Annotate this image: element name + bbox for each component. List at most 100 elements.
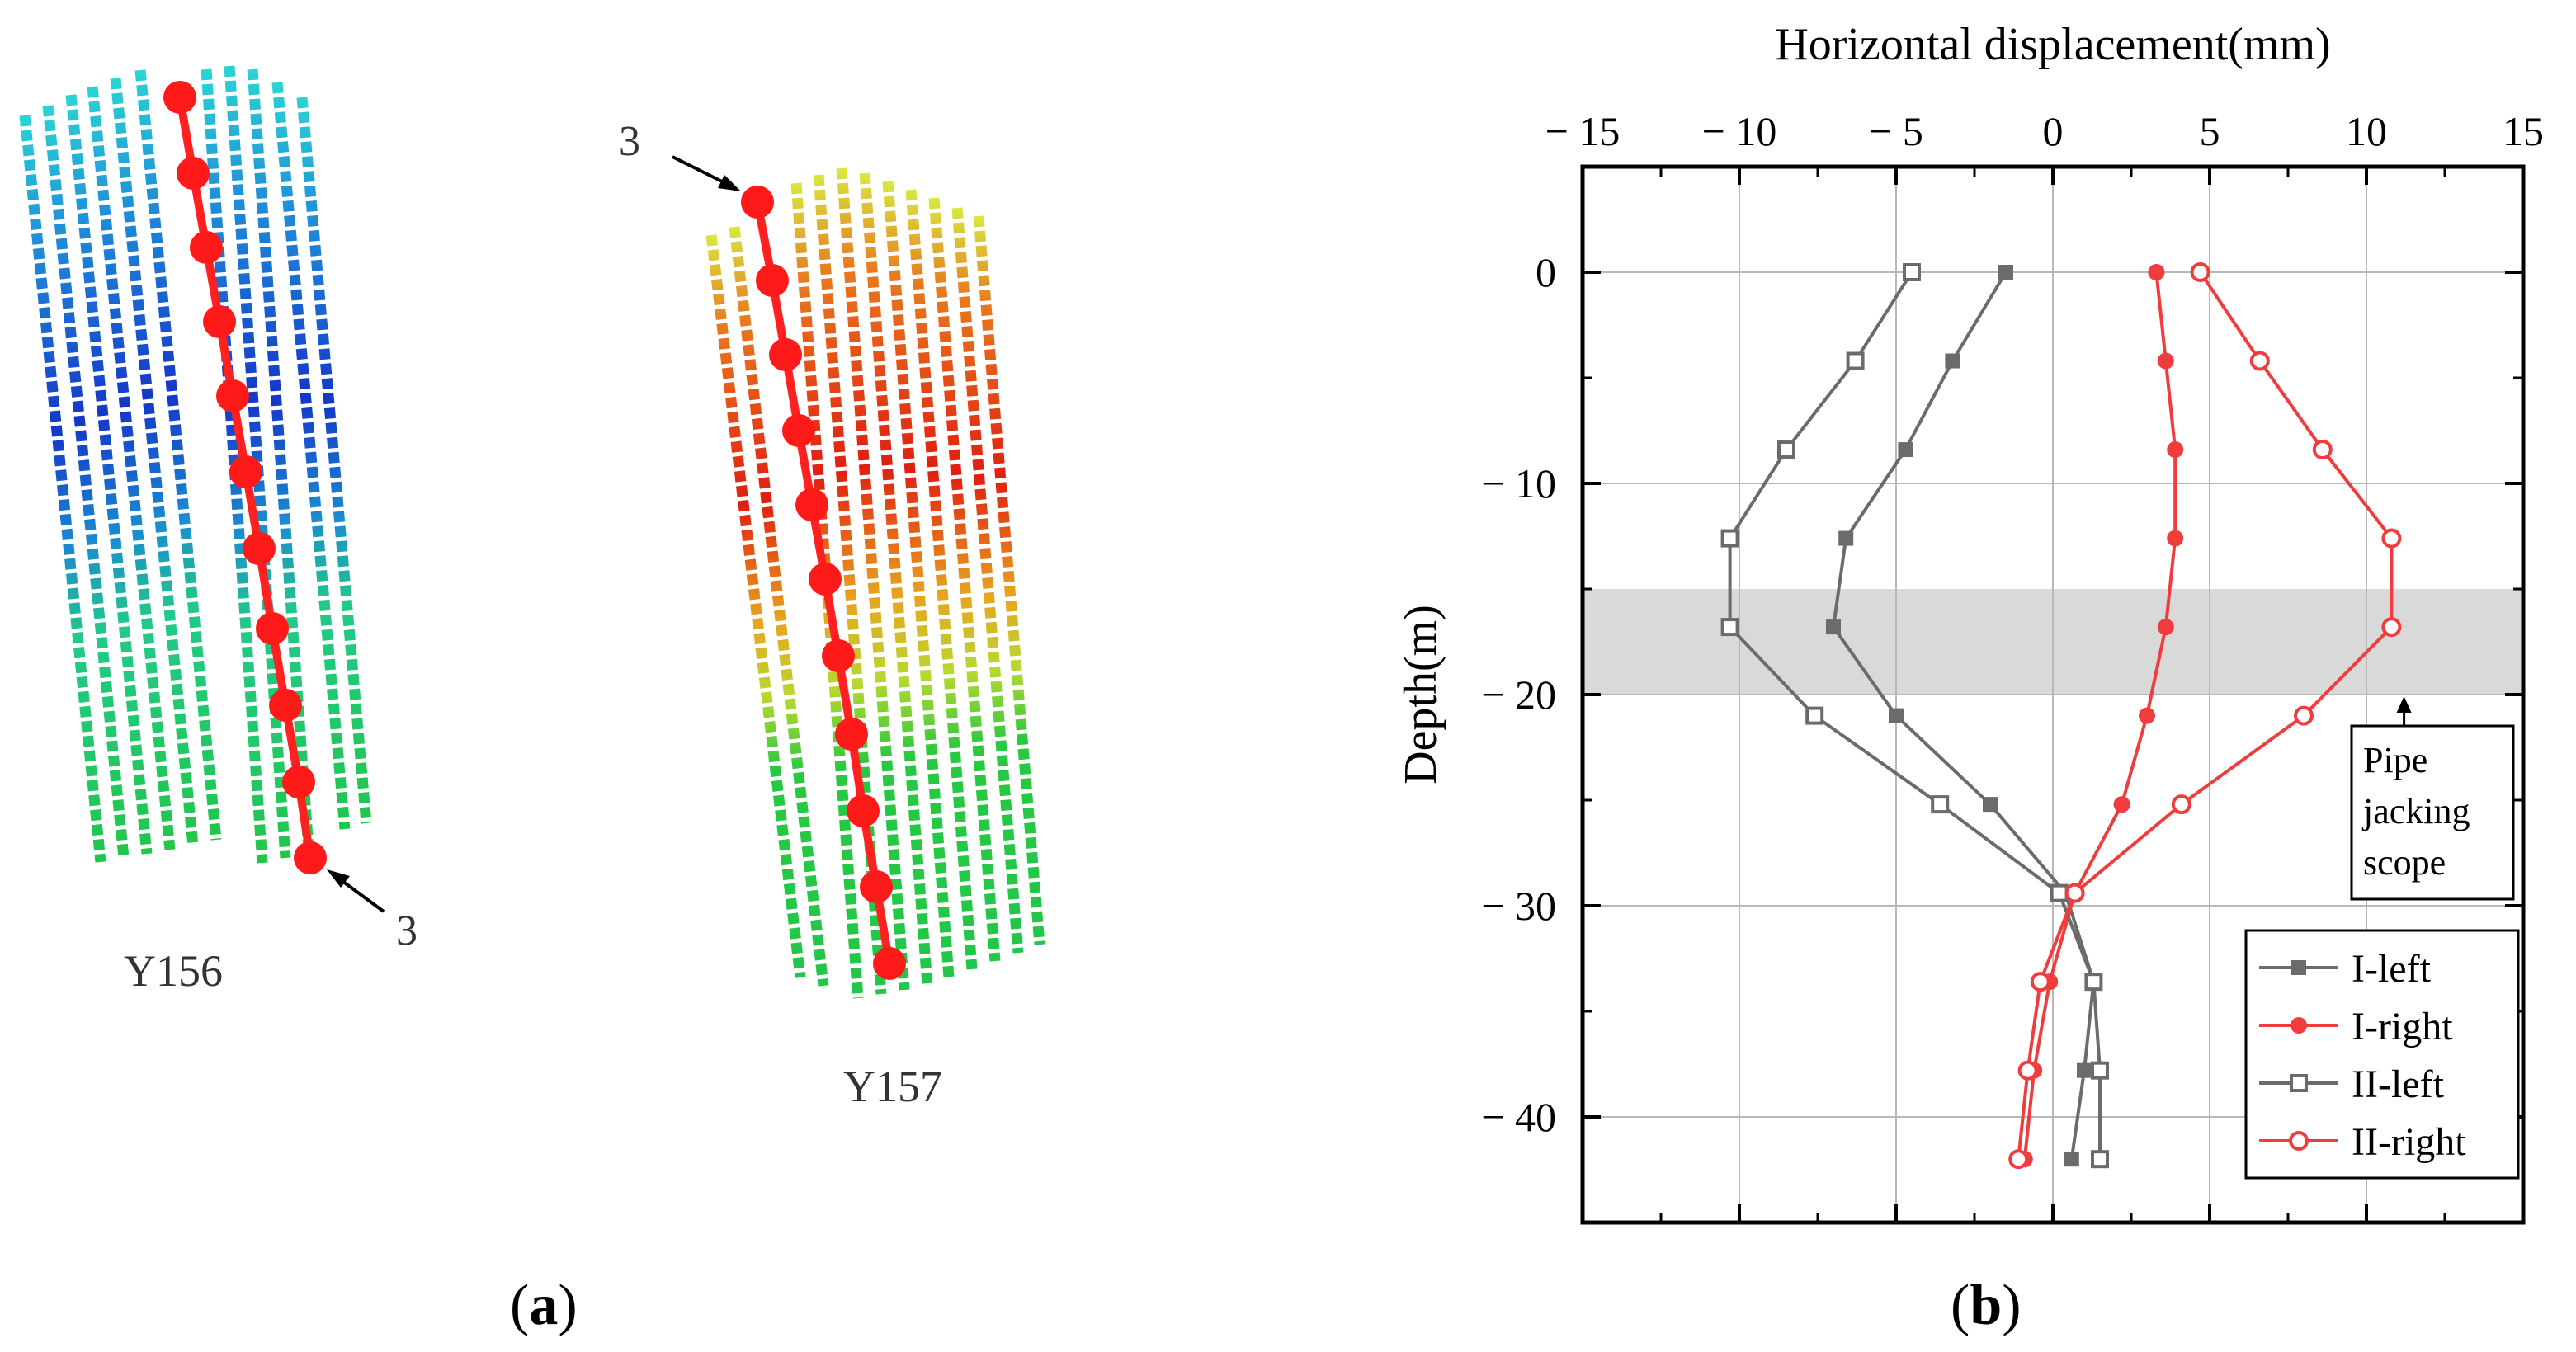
y157-label: Y157 [843,1062,942,1111]
x-tick-label: 0 [2043,108,2064,154]
y156-monitor-point [216,379,249,412]
panel-a-letter: a [529,1274,558,1337]
y157-monitor-point [782,414,815,447]
model-y157: 3 Y157 [619,118,1045,1111]
y157-arrow-3: 3 [619,118,741,191]
y156-monitor-point [256,612,289,645]
series-ii-right [2008,262,2402,1170]
y-tick-label: − 20 [1481,671,1556,718]
data-point-i-right [2157,619,2174,636]
x-tick-label: − 5 [1869,108,1923,154]
panel-a-label: (a) [510,1274,578,1337]
x-tick-label: 10 [2346,108,2387,154]
y157-monitor-point [769,338,802,371]
legend-item-i-left: I-left [2259,947,2432,991]
chart-series [1720,262,2402,1170]
y156-pile-bar [65,94,153,855]
data-point-ii-left [1805,706,1824,725]
y157-pile-bar [729,226,829,987]
panel-a: 3 Y156 [19,65,1045,1337]
y156-pile-bar [19,115,106,863]
data-point-i-left [1983,797,1998,813]
annotation-arrow-head [2396,696,2412,713]
y156-pile-bar [201,68,268,864]
y157-pile-bar [859,172,933,987]
annotation-line: jacking [2361,791,2470,831]
data-point-i-left [1945,353,1960,369]
y156-pile-bar [42,105,130,859]
data-point-ii-left [1846,351,1865,370]
data-point-ii-right [2249,351,2270,371]
data-point-ii-right [2171,794,2191,815]
y157-pile-bar [973,215,1045,945]
y157-pile-bar [836,167,910,991]
y157-monitoring-line [741,186,906,980]
y157-monitor-point [741,186,774,219]
legend-item-ii-left: II-left [2259,1062,2445,1106]
legend-marker-i-left [2291,960,2306,975]
chart-legend: I-left I-right II-left II-right [2244,929,2520,1180]
series-line-ii-left [1728,271,2102,1160]
x-axis-ticks: − 15 − 10 − 5 0 5 10 15 [1545,108,2544,1222]
y156-label: Y156 [124,946,223,996]
data-point-i-right [2167,441,2184,459]
legend-label-i-right: I-right [2352,1005,2453,1048]
y156-monitor-point [243,532,276,565]
data-point-i-left [1826,619,1841,635]
y156-pile-bar [134,69,222,841]
y156-monitor-point [282,766,315,798]
data-point-ii-left [1720,618,1739,637]
data-point-ii-right [2190,262,2210,282]
y157-monitor-point [873,947,906,980]
legend-label-i-left: I-left [2352,947,2432,991]
y156-arrow-3: 3 [327,869,418,954]
data-point-i-right [2167,530,2184,547]
x-tick-label: 15 [2503,108,2544,154]
y156-pile-bar [271,82,351,830]
y156-monitor-point [294,841,327,874]
y156-monitor-point [190,231,223,264]
y156-pile-bar [224,65,291,859]
data-point-ii-left [1903,263,1921,281]
panel-b: − 15 − 10 − 5 0 5 10 15 0 − 10 − 20 − 30 − 40 Hori… [1395,19,2544,1337]
x-axis-title: Horizontal displacement(mm) [1775,19,2330,70]
y-tick-label: − 40 [1481,1094,1556,1140]
series-i-right [2016,264,2184,1168]
legend-marker-i-right [2291,1017,2307,1034]
data-point-i-right [2113,796,2130,813]
data-point-ii-right [2064,883,2085,903]
y-tick-label: − 30 [1481,883,1556,929]
legend-label-ii-right: II-right [2352,1120,2466,1164]
y156-monitor-point [203,305,236,338]
x-tick-label: 5 [2200,108,2220,154]
data-point-i-right [2139,707,2155,724]
panel-b-letter: b [1970,1274,2002,1337]
data-point-ii-left [2091,1150,2109,1169]
y156-monitor-point [269,689,302,722]
data-point-i-left [1898,442,1913,458]
annotation-box [2350,724,2515,901]
data-point-ii-left [1720,529,1739,548]
data-point-i-left [1838,530,1854,546]
y-axis-ticks: 0 − 10 − 20 − 30 − 40 [1481,165,2523,1224]
y157-monitor-point [809,563,842,596]
y156-marker-label: 3 [396,907,418,954]
y157-pile-bar [951,207,1024,954]
legend-marker-ii-right [2289,1131,2309,1151]
data-point-ii-right [2008,1149,2029,1170]
y157-monitor-point [835,718,868,751]
data-point-ii-left [1931,795,1950,814]
y156-pile-bar [110,78,199,846]
model-y156: 3 Y156 [19,65,418,996]
data-point-i-left [1889,708,1904,723]
y-tick-label: − 10 [1481,460,1556,506]
x-tick-label: − 15 [1545,108,1621,154]
data-point-i-right [2148,264,2165,280]
data-point-ii-right [2030,972,2050,992]
series-i-left [1826,265,2102,1167]
y157-pile-bar [905,189,978,970]
y157-monitor-point [795,488,828,521]
series-ii-left [1720,263,2109,1169]
y156-monitor-point [177,157,210,190]
